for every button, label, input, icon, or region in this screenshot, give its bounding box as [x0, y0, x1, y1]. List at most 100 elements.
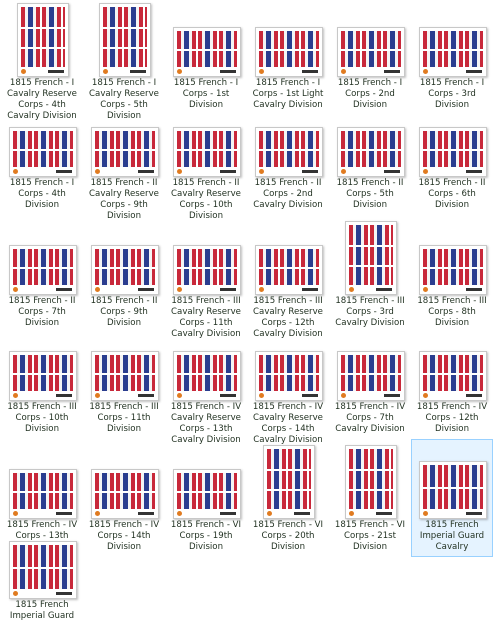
file-item[interactable]: 1815 French - II Corps - 2nd Cavalry Divis…	[248, 98, 328, 214]
file-item[interactable]: 1815 French - I Cavalry Reserve Corps - 4t…	[2, 0, 82, 125]
file-name: 1815 French - II Corps - 6th Division	[412, 178, 492, 211]
flag-sheet	[13, 131, 73, 167]
file-name-line: Cavalry Division	[253, 435, 323, 445]
brand-mark	[466, 394, 482, 397]
file-item[interactable]: 1815 French - II Cavalry Reserve Corps - 9…	[84, 98, 164, 225]
file-item[interactable]: 1815 French - VI Corps - 20th Division	[248, 440, 328, 556]
file-name-line: Imperial Guard	[419, 531, 485, 541]
file-name-line: Cavalry Division	[7, 111, 77, 121]
brand-mark	[220, 512, 236, 515]
file-name-line: Cavalry Reserve	[89, 189, 159, 199]
flag-gap	[103, 26, 147, 29]
file-item[interactable]: 1815 French - I Corps - 3rd Division	[412, 0, 492, 114]
flag-sheet	[13, 355, 73, 391]
file-item[interactable]: 1815 French Imperial Guard	[2, 520, 82, 625]
file-item[interactable]: 1815 French - IV Corps - 7th Cavalry Divis…	[330, 322, 410, 438]
brand-mark	[302, 394, 318, 397]
file-name-line: Division	[188, 100, 224, 110]
file-name: 1815 French - III Corps - 3rd Cavalry Divi…	[330, 296, 410, 329]
flag-gap	[95, 267, 155, 269]
file-thumbnail	[91, 127, 159, 177]
file-name-line: Cavalry	[435, 542, 469, 552]
file-name-line: Cavalry Reserve	[89, 89, 159, 99]
brand-mark	[130, 70, 146, 73]
file-item[interactable]: 1815 French Imperial Guard Cavalry	[411, 439, 493, 557]
file-item[interactable]: 1815 French - III Corps - 11th Division	[84, 322, 164, 438]
file-name: 1815 French - VI Corps - 21st Division	[330, 520, 410, 553]
flag-gap	[259, 149, 319, 151]
file-item[interactable]: 1815 French - VI Corps - 19th Division	[166, 440, 246, 556]
flag-gap	[423, 373, 483, 375]
logo	[13, 287, 18, 292]
file-name-line: Cavalry Reserve	[171, 307, 241, 317]
file-name: 1815 French - I Corps - 3rd Division	[412, 78, 492, 111]
file-item[interactable]: 1815 French - III Corps - 10th Division	[2, 322, 82, 438]
file-name-line: Division	[188, 542, 224, 552]
logo	[177, 287, 182, 292]
file-name: 1815 French - VI Corps - 19th Division	[166, 520, 246, 553]
file-thumbnail	[345, 221, 397, 295]
brand-mark	[466, 170, 482, 173]
file-name-line: Cavalry Division	[171, 435, 241, 445]
file-item[interactable]: 1815 French - I Cavalry Reserve Corps - 5t…	[84, 0, 164, 125]
file-name-line: Division	[352, 100, 388, 110]
brand-mark	[56, 288, 72, 291]
file-name-line: 1815 French - III	[335, 296, 405, 306]
file-item[interactable]: 1815 French - III Corps - 8th Division	[412, 216, 492, 332]
file-item[interactable]: 1815 French - VI Corps - 21st Division	[330, 440, 410, 556]
file-item[interactable]: 1815 French - I Corps - 4th Division	[2, 98, 82, 214]
file-item[interactable]: 1815 French - IV Corps - 14th Division	[84, 440, 164, 556]
file-item[interactable]: 1815 French - I Corps - 1st Division	[166, 0, 246, 114]
file-thumbnail	[173, 469, 241, 519]
file-item[interactable]: 1815 French - II Corps - 7th Division	[2, 216, 82, 332]
brand-mark	[220, 70, 236, 73]
file-item[interactable]: 1815 French - II Cavalry Reserve Corps - 1…	[166, 98, 246, 225]
file-name-line: Division	[270, 542, 306, 552]
file-name: 1815 French - IV Cavalry Reserve Corps - 1…	[248, 402, 328, 446]
file-item[interactable]: 1815 French - II Corps - 5th Division	[330, 98, 410, 214]
logo	[95, 169, 100, 174]
file-name-line: 1815 French - III	[89, 402, 159, 412]
file-name-line: 1815 French - III	[171, 296, 241, 306]
file-name-line: Division	[106, 211, 142, 221]
file-name: 1815 French - IV Corps - 7th Cavalry Divis…	[330, 402, 410, 435]
file-name-line: Cavalry Reserve	[171, 189, 241, 199]
file-name: 1815 French - III Cavalry Reserve Corps - …	[248, 296, 328, 340]
file-name-line: Corps - 12th	[425, 413, 479, 423]
flag-gap	[21, 46, 65, 49]
file-name: 1815 French - I Cavalry Reserve Corps - 5t…	[84, 78, 164, 122]
logo	[423, 69, 428, 74]
file-item[interactable]: 1815 French - IV Cavalry Reserve Corps - 1…	[248, 322, 328, 449]
file-item[interactable]: 1815 French - II Corps - 6th Division	[412, 98, 492, 214]
file-item[interactable]: 1815 French - II Corps - 9th Division	[84, 216, 164, 332]
file-name-line: 1815 French	[425, 520, 479, 530]
logo	[423, 287, 428, 292]
file-name-line: Corps - 13th	[179, 424, 233, 434]
file-item[interactable]: 1815 French - IV Cavalry Reserve Corps - 1…	[166, 322, 246, 449]
flag-gap	[423, 267, 483, 269]
file-item[interactable]: 1815 French - III Corps - 3rd Cavalry Divi…	[330, 216, 410, 332]
flag-gap	[177, 267, 237, 269]
file-name-line: Corps - 10th	[179, 200, 233, 210]
file-name: 1815 French - VI Corps - 20th Division	[248, 520, 328, 553]
file-name-line: Corps - 7th	[346, 413, 394, 423]
file-name-line: Division	[352, 200, 388, 210]
file-name-line: Division	[24, 318, 60, 328]
brand-mark	[302, 170, 318, 173]
file-item[interactable]: 1815 French - III Cavalry Reserve Corps - …	[166, 216, 246, 343]
file-item[interactable]: 1815 French - I Corps - 1st Light Cavalry …	[248, 0, 328, 114]
file-name-line: Cavalry Division	[253, 100, 323, 110]
flag-gap	[177, 149, 237, 151]
brand-mark	[384, 394, 400, 397]
file-item[interactable]: 1815 French - IV Corps - 12th Division	[412, 322, 492, 438]
logo	[267, 511, 272, 516]
logo	[423, 511, 428, 516]
flag-gap	[259, 373, 319, 375]
file-thumbnail	[419, 127, 487, 177]
file-item[interactable]: 1815 French - III Cavalry Reserve Corps - …	[248, 216, 328, 343]
logo	[95, 287, 100, 292]
brand-mark	[466, 70, 482, 73]
flag-sheet	[177, 355, 237, 391]
brand-mark	[138, 512, 154, 515]
file-item[interactable]: 1815 French - I Corps - 2nd Division	[330, 0, 410, 114]
